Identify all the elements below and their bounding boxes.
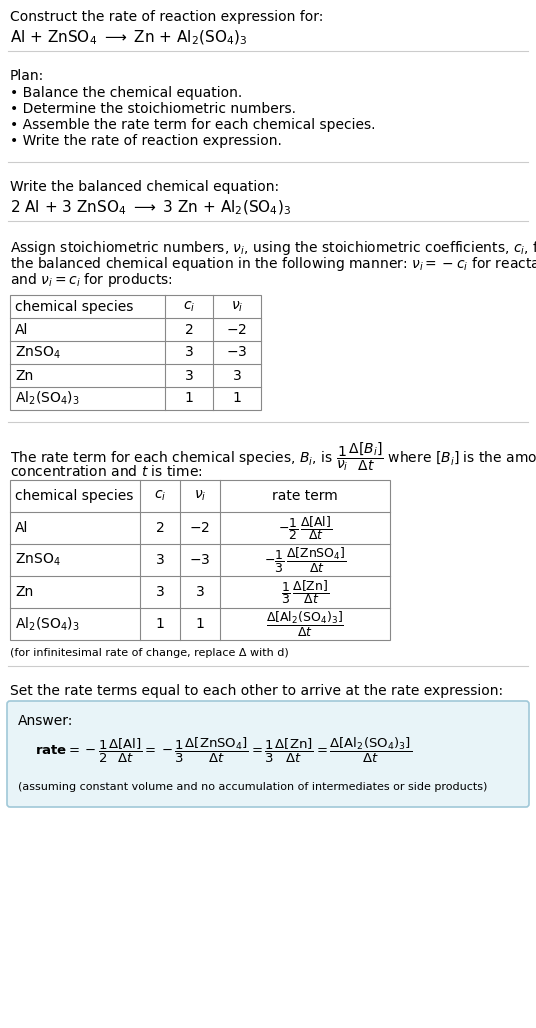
Bar bbox=[10, 480, 390, 640]
Text: 2: 2 bbox=[184, 323, 193, 336]
Text: Plan:: Plan: bbox=[10, 69, 44, 83]
Text: Write the balanced chemical equation:: Write the balanced chemical equation: bbox=[10, 180, 279, 194]
Text: 3: 3 bbox=[155, 585, 165, 599]
Text: rate term: rate term bbox=[272, 489, 338, 503]
Text: $-2$: $-2$ bbox=[227, 323, 248, 336]
Text: 1: 1 bbox=[184, 392, 193, 405]
Text: $c_i$: $c_i$ bbox=[154, 488, 166, 503]
Text: $c_i$: $c_i$ bbox=[183, 299, 195, 314]
FancyBboxPatch shape bbox=[7, 701, 529, 807]
Text: 3: 3 bbox=[233, 368, 241, 382]
Text: 1: 1 bbox=[233, 392, 241, 405]
Text: 3: 3 bbox=[155, 553, 165, 567]
Text: 2: 2 bbox=[155, 521, 165, 535]
Text: • Write the rate of reaction expression.: • Write the rate of reaction expression. bbox=[10, 134, 282, 148]
Text: ZnSO$_4$: ZnSO$_4$ bbox=[15, 344, 61, 361]
Bar bbox=[10, 295, 261, 410]
Text: 1: 1 bbox=[155, 617, 165, 631]
Text: $-3$: $-3$ bbox=[226, 345, 248, 360]
Text: 3: 3 bbox=[184, 345, 193, 360]
Text: Al$_2$(SO$_4$)$_3$: Al$_2$(SO$_4$)$_3$ bbox=[15, 616, 80, 632]
Text: Al$_2$(SO$_4$)$_3$: Al$_2$(SO$_4$)$_3$ bbox=[15, 390, 80, 407]
Text: Construct the rate of reaction expression for:: Construct the rate of reaction expressio… bbox=[10, 10, 323, 24]
Text: (assuming constant volume and no accumulation of intermediates or side products): (assuming constant volume and no accumul… bbox=[18, 782, 487, 792]
Text: Al: Al bbox=[15, 323, 28, 336]
Text: $\nu_i$: $\nu_i$ bbox=[194, 488, 206, 503]
Text: chemical species: chemical species bbox=[15, 489, 133, 503]
Text: 3: 3 bbox=[196, 585, 204, 599]
Text: and $\nu_i = c_i$ for products:: and $\nu_i = c_i$ for products: bbox=[10, 271, 173, 289]
Text: chemical species: chemical species bbox=[15, 299, 133, 314]
Text: Assign stoichiometric numbers, $\nu_i$, using the stoichiometric coefficients, $: Assign stoichiometric numbers, $\nu_i$, … bbox=[10, 238, 536, 257]
Text: 3: 3 bbox=[184, 368, 193, 382]
Text: (for infinitesimal rate of change, replace Δ with d): (for infinitesimal rate of change, repla… bbox=[10, 648, 289, 658]
Text: concentration and $t$ is time:: concentration and $t$ is time: bbox=[10, 464, 203, 479]
Text: • Assemble the rate term for each chemical species.: • Assemble the rate term for each chemic… bbox=[10, 118, 376, 132]
Text: • Balance the chemical equation.: • Balance the chemical equation. bbox=[10, 86, 242, 100]
Text: 1: 1 bbox=[196, 617, 204, 631]
Text: Zn: Zn bbox=[15, 368, 33, 382]
Text: $-\dfrac{1}{2}\,\dfrac{\Delta[\mathrm{Al}]}{\Delta t}$: $-\dfrac{1}{2}\,\dfrac{\Delta[\mathrm{Al… bbox=[278, 514, 332, 542]
Text: ZnSO$_4$: ZnSO$_4$ bbox=[15, 552, 61, 568]
Text: 2 Al + 3 ZnSO$_4$ $\longrightarrow$ 3 Zn + Al$_2$(SO$_4$)$_3$: 2 Al + 3 ZnSO$_4$ $\longrightarrow$ 3 Zn… bbox=[10, 199, 291, 217]
Text: • Determine the stoichiometric numbers.: • Determine the stoichiometric numbers. bbox=[10, 102, 296, 116]
Text: the balanced chemical equation in the following manner: $\nu_i = -c_i$ for react: the balanced chemical equation in the fo… bbox=[10, 255, 536, 273]
Text: $\nu_i$: $\nu_i$ bbox=[231, 299, 243, 314]
Text: Set the rate terms equal to each other to arrive at the rate expression:: Set the rate terms equal to each other t… bbox=[10, 684, 503, 698]
Text: $-3$: $-3$ bbox=[189, 553, 211, 567]
Text: $-2$: $-2$ bbox=[190, 521, 211, 535]
Text: Zn: Zn bbox=[15, 585, 33, 599]
Text: Answer:: Answer: bbox=[18, 714, 73, 728]
Text: Al + ZnSO$_4$ $\longrightarrow$ Zn + Al$_2$(SO$_4$)$_3$: Al + ZnSO$_4$ $\longrightarrow$ Zn + Al$… bbox=[10, 29, 248, 47]
Text: $\dfrac{\Delta[\mathrm{Al_2(SO_4)_3}]}{\Delta t}$: $\dfrac{\Delta[\mathrm{Al_2(SO_4)_3}]}{\… bbox=[266, 610, 344, 638]
Text: $-\dfrac{1}{3}\,\dfrac{\Delta[\mathrm{ZnSO_4}]}{\Delta t}$: $-\dfrac{1}{3}\,\dfrac{\Delta[\mathrm{Zn… bbox=[264, 546, 346, 575]
Text: $\dfrac{1}{3}\,\dfrac{\Delta[\mathrm{Zn}]}{\Delta t}$: $\dfrac{1}{3}\,\dfrac{\Delta[\mathrm{Zn}… bbox=[281, 578, 329, 605]
Text: The rate term for each chemical species, $B_i$, is $\dfrac{1}{\nu_i}\dfrac{\Delt: The rate term for each chemical species,… bbox=[10, 440, 536, 473]
Text: Al: Al bbox=[15, 521, 28, 535]
Text: $\mathbf{rate} = -\dfrac{1}{2}\dfrac{\Delta[\mathrm{Al}]}{\Delta t} = -\dfrac{1}: $\mathbf{rate} = -\dfrac{1}{2}\dfrac{\De… bbox=[35, 736, 412, 765]
